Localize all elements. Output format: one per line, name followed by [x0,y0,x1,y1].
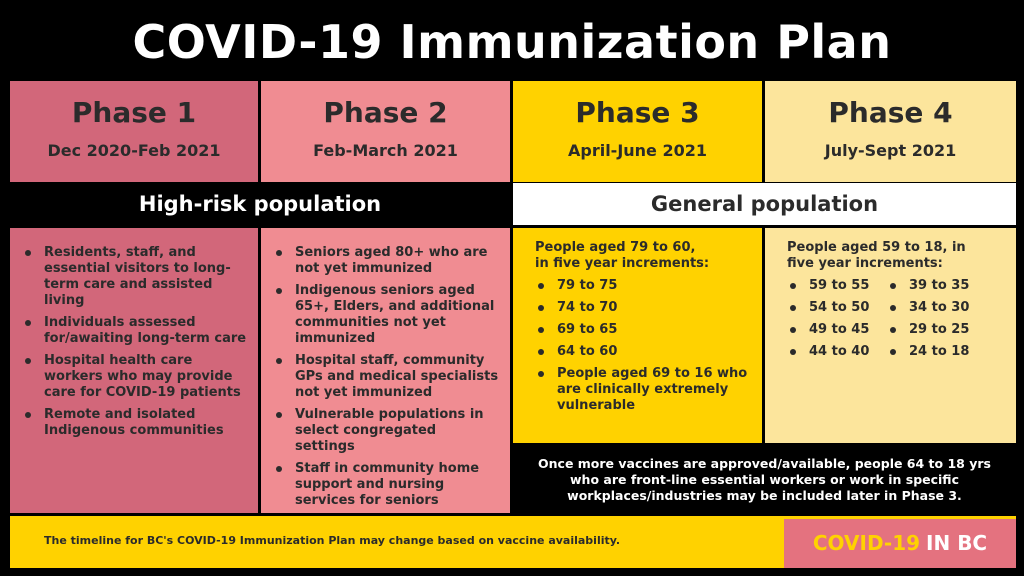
phase-4-list-right: 39 to 35 34 to 30 29 to 25 24 to 18 [887,278,987,366]
phase-4-body: People aged 59 to 18, in five year incre… [765,228,1016,443]
list-item: 59 to 55 [787,278,887,294]
high-risk-band: High-risk population [10,183,510,225]
general-population-band: General population [513,183,1016,225]
phase-2-list: Seniors aged 80+ who are not yet immuniz… [261,228,510,509]
page-title: COVID-19 Immunization Plan [132,15,892,69]
phase-3-title: Phase 3 [575,96,700,129]
phase-4-list-left: 59 to 55 54 to 50 49 to 45 44 to 40 [787,278,887,366]
phase-4-header: Phase 4 July-Sept 2021 [765,81,1016,182]
list-item: Individuals assessed for/awaiting long-t… [22,315,248,347]
phase-1-header: Phase 1 Dec 2020-Feb 2021 [10,81,258,182]
essential-workers-note: Once more vaccines are approved/availabl… [513,446,1016,513]
brand-covid: COVID-19 [812,531,921,555]
phase-1-list: Residents, staff, and essential visitors… [10,228,258,439]
list-item: 69 to 65 [535,322,754,338]
list-item: 64 to 60 [535,344,754,360]
list-item: Vulnerable populations in select congreg… [273,407,500,455]
list-item: Indigenous seniors aged 65+, Elders, and… [273,283,500,347]
phase-3-list: 79 to 75 74 to 70 69 to 65 64 to 60 Peop… [513,272,762,414]
list-item: Hospital health care workers who may pro… [22,353,248,401]
phase-3-dates: April-June 2021 [567,141,708,160]
phase-1-dates: Dec 2020-Feb 2021 [47,141,221,160]
phase-1-body: Residents, staff, and essential visitors… [10,228,258,513]
list-item: 39 to 35 [887,278,987,294]
phase-3-header: Phase 3 April-June 2021 [513,81,762,182]
footer-bar: The timeline for BC's COVID-19 Immunizat… [10,516,1016,568]
list-item: 74 to 70 [535,300,754,316]
phase-1-title: Phase 1 [71,96,197,129]
phase-3-intro: People aged 79 to 60, in five year incre… [513,228,762,272]
list-item: 79 to 75 [535,278,754,294]
timeline-disclaimer: The timeline for BC's COVID-19 Immunizat… [44,534,621,547]
phase-4-intro-line-2: five year increments: [787,256,943,271]
list-item: Hospital staff, community GPs and medica… [273,353,500,401]
list-item: Staff in community home support and nurs… [273,461,500,509]
list-item: 54 to 50 [787,300,887,316]
phase-4-dates: July-Sept 2021 [824,141,957,160]
phase-2-title: Phase 2 [323,96,448,129]
phase-4-title: Phase 4 [828,96,953,129]
phase-4-intro-line-1: People aged 59 to 18, in [787,240,966,255]
list-item: Seniors aged 80+ who are not yet immuniz… [273,245,500,277]
list-item: Remote and isolated Indigenous communiti… [22,407,248,439]
list-item: 34 to 30 [887,300,987,316]
brand-in-bc: IN BC [926,531,988,555]
phase-3-intro-line-1: People aged 79 to 60, [535,240,696,255]
list-item: 24 to 18 [887,344,987,360]
phase-3-body: People aged 79 to 60, in five year incre… [513,228,762,443]
covid-in-bc-logo: COVID-19 IN BC [784,519,1016,568]
list-item: 49 to 45 [787,322,887,338]
list-item: 29 to 25 [887,322,987,338]
phase-2-body: Seniors aged 80+ who are not yet immuniz… [261,228,510,513]
phase-3-intro-line-2: in five year increments: [535,256,710,271]
phase-2-header: Phase 2 Feb-March 2021 [261,81,510,182]
phase-4-lists: 59 to 55 54 to 50 49 to 45 44 to 40 39 t… [765,272,1016,366]
phase-4-intro: People aged 59 to 18, in five year incre… [765,228,1016,272]
list-item: People aged 69 to 16 who are clinically … [535,366,754,414]
phase-2-dates: Feb-March 2021 [313,141,458,160]
list-item: Residents, staff, and essential visitors… [22,245,248,309]
list-item: 44 to 40 [787,344,887,360]
